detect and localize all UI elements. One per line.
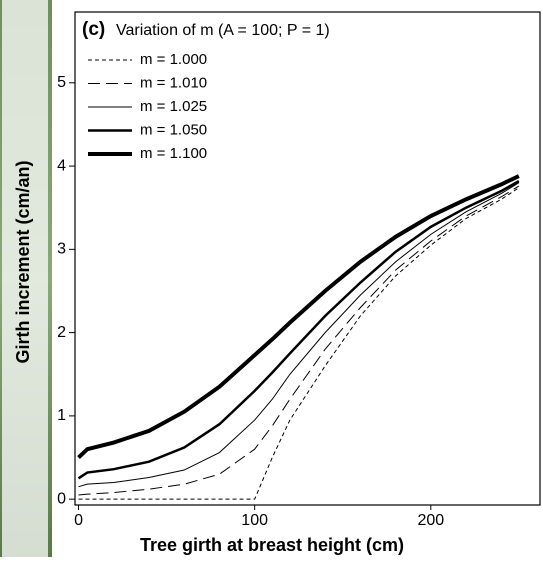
y-tick-label: 4 <box>57 157 66 174</box>
series-line <box>77 174 520 459</box>
label-backdrop <box>2 0 48 557</box>
legend-label: m = 1.025 <box>140 98 207 115</box>
series-line <box>77 179 520 480</box>
y-tick-label: 0 <box>57 490 66 507</box>
series-line <box>78 187 520 500</box>
y-tick-label: 3 <box>57 241 66 258</box>
x-axis-label: Tree girth at breast height (cm) <box>140 535 404 555</box>
plot-frame <box>74 11 541 506</box>
x-tick-label: 100 <box>241 512 268 529</box>
y-tick-label: 2 <box>57 324 66 341</box>
legend-label: m = 1.050 <box>140 121 207 138</box>
panel-label: (c) <box>82 19 105 40</box>
legend-label: m = 1.000 <box>140 51 207 68</box>
legend-label: m = 1.100 <box>140 145 207 162</box>
legend-label: m = 1.010 <box>140 74 207 91</box>
y-tick-label: 1 <box>57 407 66 424</box>
x-tick-label: 0 <box>74 512 83 529</box>
series-line <box>78 182 520 488</box>
chart-title: Variation of m (A = 100; P = 1) <box>116 22 330 39</box>
y-tick-label: 5 <box>57 74 66 91</box>
y-axis-label: Girth increment (cm/an) <box>13 160 33 363</box>
x-tick-label: 200 <box>417 512 444 529</box>
